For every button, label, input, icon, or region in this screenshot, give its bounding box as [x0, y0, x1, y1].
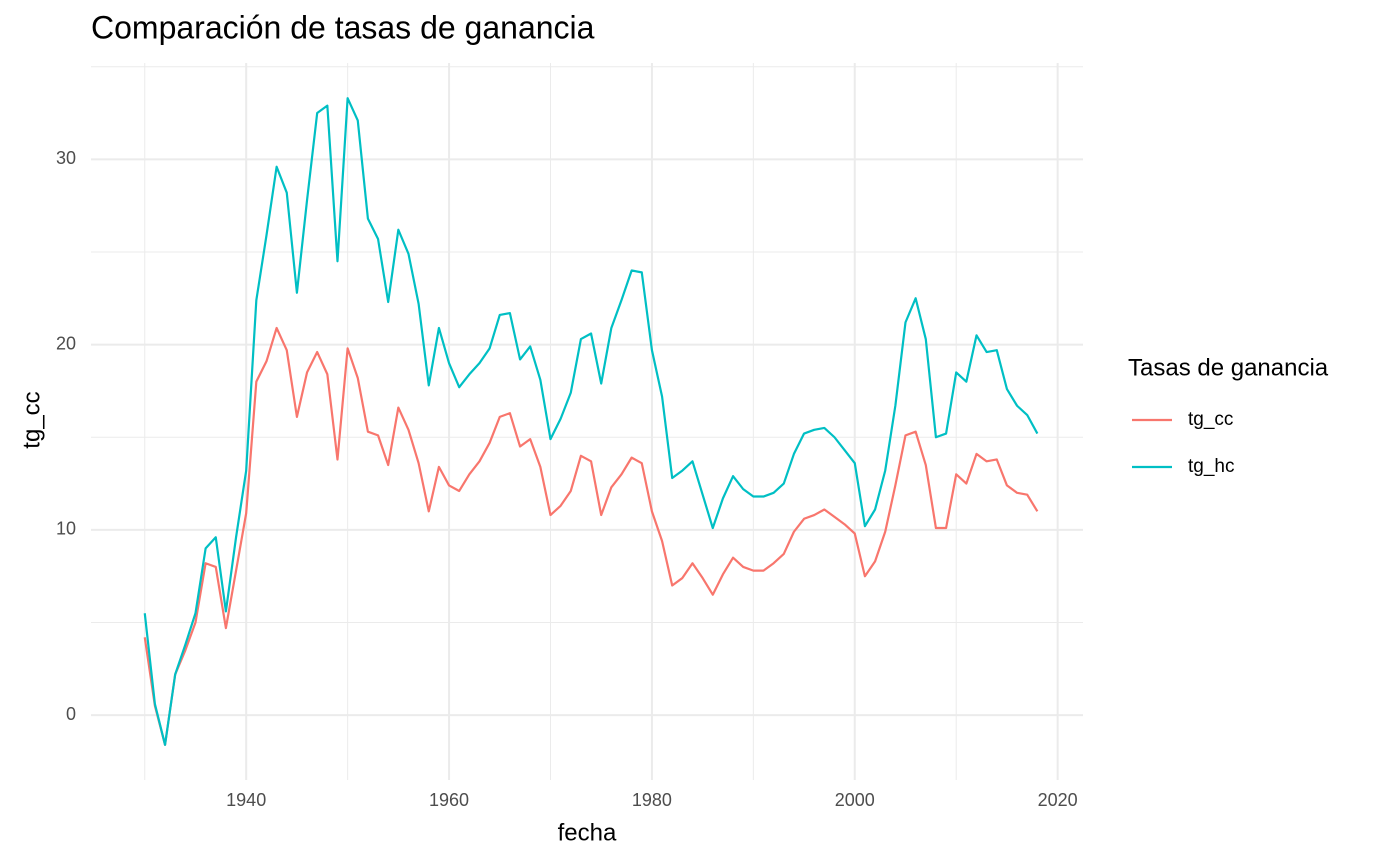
x-axis-label: fecha	[558, 819, 617, 846]
x-tick-label: 2000	[835, 790, 875, 810]
y-tick-label: 10	[56, 519, 76, 539]
x-tick-label: 2020	[1038, 790, 1078, 810]
line-series	[143, 326, 1039, 746]
legend-label: tg_hc	[1188, 456, 1234, 477]
x-tick-label: 1980	[632, 790, 672, 810]
chart-title: Comparación de tasas de ganancia	[91, 9, 595, 45]
line-series	[143, 97, 1039, 746]
y-tick-label: 20	[56, 333, 76, 353]
x-tick-label: 1940	[226, 790, 266, 810]
y-axis-label: tg_cc	[18, 391, 45, 448]
y-tick-label: 30	[56, 148, 76, 168]
y-tick-label: 0	[66, 704, 76, 724]
legend-label: tg_cc	[1188, 409, 1233, 430]
legend-title: Tasas de ganancia	[1128, 354, 1329, 381]
x-tick-label: 1960	[429, 790, 469, 810]
